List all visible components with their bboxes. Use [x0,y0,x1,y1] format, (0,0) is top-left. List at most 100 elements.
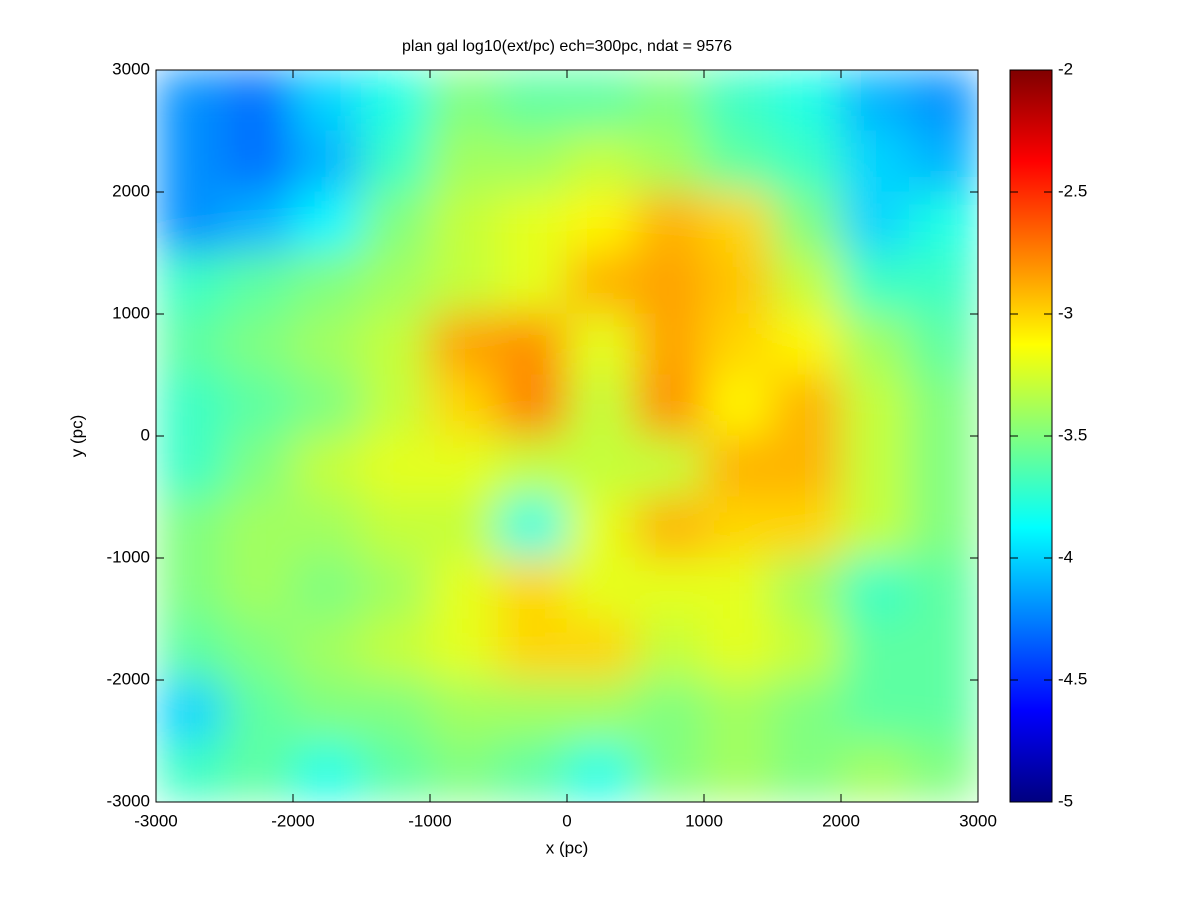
heatmap-cell [429,374,499,437]
y-tick-label: 0 [141,425,150,444]
heatmap-cell [566,313,636,376]
heatmap-cell [361,130,431,193]
heatmap-cell [703,679,773,742]
heatmap-cell [909,374,978,437]
colorbar-tick-label: -2 [1058,59,1073,78]
heatmap-cell [498,313,568,376]
heatmap-cell [566,679,636,742]
heatmap-cell [635,130,705,193]
heatmap-cell [429,435,499,498]
heatmap-cell [292,130,362,193]
heatmap-cell [361,191,431,254]
heatmap-cell [156,557,225,620]
heatmap-cell [224,557,294,620]
x-tick-label: 2000 [822,811,860,830]
heatmap-cell [224,679,294,742]
heatmap-cell [361,435,431,498]
heatmap-cell [840,557,910,620]
heatmap-cell [429,130,499,193]
heatmap-cell [156,496,225,559]
y-tick-label: -2000 [107,669,150,688]
heatmap-cell [909,70,978,132]
heatmap-cell [772,313,842,376]
heatmap-cell [703,191,773,254]
heatmap-cell [361,740,431,802]
heatmap-cell [429,740,499,802]
heatmap-cell [703,313,773,376]
heatmap-cell [909,130,978,193]
heatmap-cell [361,313,431,376]
x-tick-label: 1000 [685,811,723,830]
heatmap-cell [909,191,978,254]
heatmap-cell [635,618,705,681]
y-tick-label: 1000 [112,303,150,322]
heatmap-cell [292,557,362,620]
heatmap-cell [909,496,978,559]
heatmap-cell [156,679,225,742]
x-tick-label: 0 [562,811,571,830]
heatmap-cell [224,740,294,802]
heatmap-cell [224,496,294,559]
heatmap-cell [635,679,705,742]
heatmap-cell [292,313,362,376]
heatmap-cell [772,679,842,742]
heatmap-cell [566,435,636,498]
heatmap-cell [635,374,705,437]
x-tick-label: -1000 [408,811,451,830]
heatmap-cell [429,191,499,254]
heatmap-cell [156,252,225,315]
heatmap-cell [156,618,225,681]
colorbar-tick-label: -3.5 [1058,425,1087,444]
heatmap-cell [840,252,910,315]
heatmap-cell [840,130,910,193]
heatmap-cell [429,496,499,559]
heatmap-cell [224,435,294,498]
heatmap-cell [635,557,705,620]
heatmap-cell [224,252,294,315]
heatmap-cell [635,313,705,376]
heatmap-cell [156,191,225,254]
heatmap-cell [156,130,225,193]
heatmap-cell [772,70,842,132]
heatmap-cell [840,679,910,742]
heatmap-cell [361,374,431,437]
x-tick-label: -3000 [134,811,177,830]
heatmap-cell [772,374,842,437]
heatmap-cell [361,496,431,559]
heatmap-cell [909,252,978,315]
heatmap-cell [429,70,499,132]
heatmap-cell [156,70,225,132]
heatmap-cell [635,496,705,559]
heatmap-cell [635,191,705,254]
heatmap-cell [909,435,978,498]
heatmap-cell [224,374,294,437]
heatmap-cell [566,252,636,315]
heatmap-cell [429,618,499,681]
heatmap-cell [772,130,842,193]
heatmap-cell [156,435,225,498]
heatmap-cell [156,313,225,376]
heatmap-cell [156,740,225,802]
chart-title: plan gal log10(ext/pc) ech=300pc, ndat =… [402,38,732,55]
heatmap-cell [840,740,910,802]
heatmap-cell [498,557,568,620]
y-tick-label: 3000 [112,59,150,78]
heatmap-cell [566,740,636,802]
heatmap-cell [361,252,431,315]
heatmap-cell [498,740,568,802]
heatmap-cell [703,740,773,802]
heatmap-cell [909,679,978,742]
colorbar-tick-label: -4 [1058,547,1073,566]
heatmap-cell [292,374,362,437]
heatmap-cell [156,374,225,437]
heatmap-cell [224,130,294,193]
colorbar-tick-label: -4.5 [1058,669,1087,688]
heatmap-cell [840,496,910,559]
heatmap-cell [703,557,773,620]
heatmap-cell [566,496,636,559]
heatmap-cell [566,191,636,254]
heatmap-cell [772,740,842,802]
heatmap-cell [292,435,362,498]
heatmap-cell [635,70,705,132]
